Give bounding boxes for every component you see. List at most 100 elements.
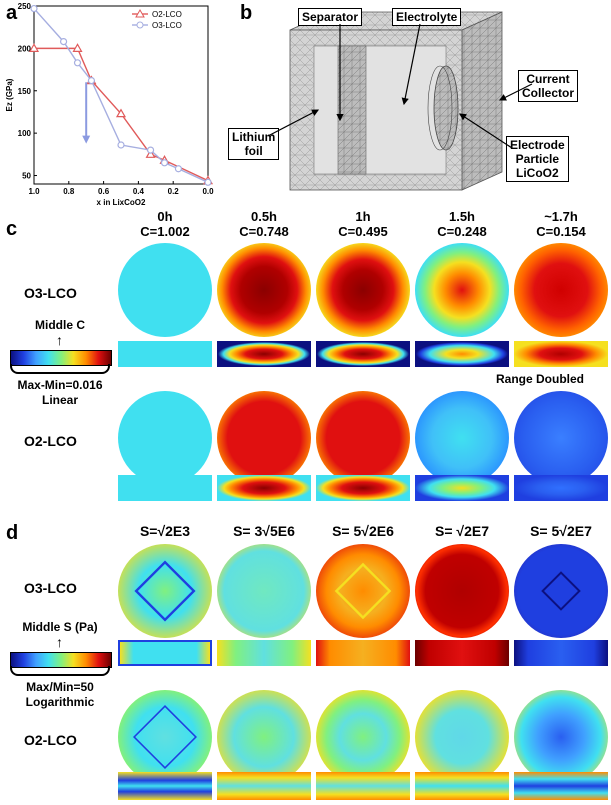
c-o3-sec-1.7h	[514, 341, 608, 367]
c-o2-sec-1h	[316, 475, 410, 501]
panel-b-arrows	[267, 23, 533, 149]
d-o3-s1	[118, 544, 212, 638]
panel-d-column-header: S=√2E3	[139, 523, 191, 539]
legend-marker	[136, 21, 144, 29]
column-time-label: 0h	[157, 209, 173, 224]
c-o2-0h	[118, 391, 212, 485]
c-o2-1.5h	[415, 391, 509, 485]
x-tick-label: 0.6	[98, 187, 110, 196]
panel-d-column-header: S= 5√2E7	[530, 523, 592, 539]
range-doubled-note: Range Doubled	[496, 372, 585, 386]
c-o2-1.7h	[514, 391, 608, 485]
y-tick-label: 100	[18, 129, 32, 138]
d-o2-s2	[217, 690, 311, 784]
column-c-value: C=1.002	[140, 224, 190, 239]
d-o2-sec-s5	[514, 772, 608, 800]
data-point	[145, 149, 156, 158]
data-point	[59, 37, 68, 46]
panel-c-row-label-o3: O3-LCO	[24, 285, 77, 301]
panel-c-column-header: 0h C=1.002	[118, 209, 212, 239]
x-axis-label: x in LixCoO2	[97, 198, 146, 207]
data-point	[72, 43, 83, 52]
data-point	[28, 43, 40, 52]
c-o3-0h	[118, 243, 212, 337]
panel-a-label: a	[6, 2, 18, 24]
colorbar-d-brace-icon	[10, 666, 110, 676]
d-o3-sec-s2	[217, 640, 311, 666]
x-tick-label: 1.0	[28, 187, 40, 196]
c-o2-0.5h	[217, 391, 311, 485]
c-o3-sec-0h	[118, 341, 212, 367]
panel-d-row-label-o2: O2-LCO	[24, 732, 77, 748]
x-tick-label: 0.0	[202, 187, 214, 196]
c-o3-1.5h	[415, 243, 509, 337]
panel-c-label: c	[6, 218, 18, 240]
d-o2-s5	[514, 690, 608, 784]
column-time-label: ~1.7h	[544, 209, 578, 224]
data-point	[117, 141, 125, 149]
plot-frame	[33, 5, 209, 185]
electrolyte-label: Electrolyte	[392, 8, 462, 26]
panel-d-row-label-o3: O3-LCO	[24, 580, 77, 596]
separator-label: Separator	[298, 8, 363, 26]
d-o3-sec-s3	[316, 640, 410, 666]
panel-c-column-header: 1.5h C=0.248	[415, 209, 509, 239]
data-point	[204, 178, 212, 186]
data-point	[160, 159, 169, 167]
cutaway-interior	[313, 45, 447, 175]
data-point	[146, 146, 155, 154]
legend-label: O2-LCO	[152, 10, 182, 19]
c-o3-1h	[316, 243, 410, 337]
d-o3-sec-s4	[415, 640, 509, 666]
d-o2-sec-s2	[217, 772, 311, 800]
c-o2-sec-1.5h	[415, 475, 509, 501]
y-axis-label: Ez (GPa)	[5, 78, 14, 111]
panel-a-chart: 1.0 0.8 0.6 0.4 0.2 0.0 50 100 150 200 250 x in Lix…	[5, 2, 214, 207]
c-o3-1.7h	[514, 243, 608, 337]
panel-c-row-label-o2: O2-LCO	[24, 433, 77, 449]
d-o3-s4	[415, 544, 509, 638]
d-o2-s3	[316, 690, 410, 784]
colorbar-c	[10, 350, 112, 366]
y-tick-label: 250	[18, 2, 32, 11]
c-o3-sec-0.5h	[217, 341, 311, 367]
colorbar-d-middle-label: Middle S (Pa)	[22, 620, 98, 634]
panel-c-column-header: ~1.7h C=0.154	[514, 209, 608, 239]
data-point	[115, 108, 127, 118]
c-o2-sec-0h	[118, 475, 212, 501]
panel-d-label: d	[6, 522, 19, 544]
x-tick-label: 0.4	[133, 187, 145, 196]
d-o3-sec-s1	[118, 640, 212, 666]
colorbar-d	[10, 652, 112, 668]
d-o2-sec-s4	[415, 772, 509, 800]
d-o3-s2	[217, 544, 311, 638]
d-o2-s4	[415, 690, 509, 784]
legend-marker	[135, 8, 145, 18]
column-time-label: 1h	[355, 209, 371, 224]
separator-slab	[337, 45, 367, 175]
column-c-value: C=0.495	[338, 224, 388, 239]
colorbar-c-brace-icon	[10, 364, 110, 374]
column-time-label: 1.5h	[448, 209, 475, 224]
data-point	[73, 59, 82, 67]
colorbar-c-arrow-icon: ↑	[56, 332, 63, 348]
panel-d-column-header: S= 5√2E6	[332, 523, 394, 539]
d-o3-s3	[316, 544, 410, 638]
y-tick-label: 50	[22, 172, 31, 181]
colorbar-c-scale-label: Linear	[41, 393, 78, 407]
colorbar-d-arrow-icon: ↑	[56, 634, 63, 650]
c-o2-sec-0.5h	[217, 475, 311, 501]
arrow-head-icon	[82, 135, 91, 144]
y-tick-label: 150	[18, 87, 32, 96]
data-point	[174, 165, 183, 173]
d-o2-sec-s3	[316, 772, 410, 800]
c-o3-sec-1h	[316, 341, 410, 367]
c-o2-1h	[316, 391, 410, 485]
colorbar-d-scale-label: Logarithmic	[25, 695, 95, 709]
y-tick-label: 200	[18, 44, 32, 53]
d-o3-s5	[514, 544, 608, 638]
c-o3-sec-1.5h	[415, 341, 509, 367]
x-tick-label: 0.2	[168, 187, 180, 196]
d-o3-sec-s5	[514, 640, 608, 666]
panel-d-column-header: S= 3√5E6	[233, 523, 295, 539]
